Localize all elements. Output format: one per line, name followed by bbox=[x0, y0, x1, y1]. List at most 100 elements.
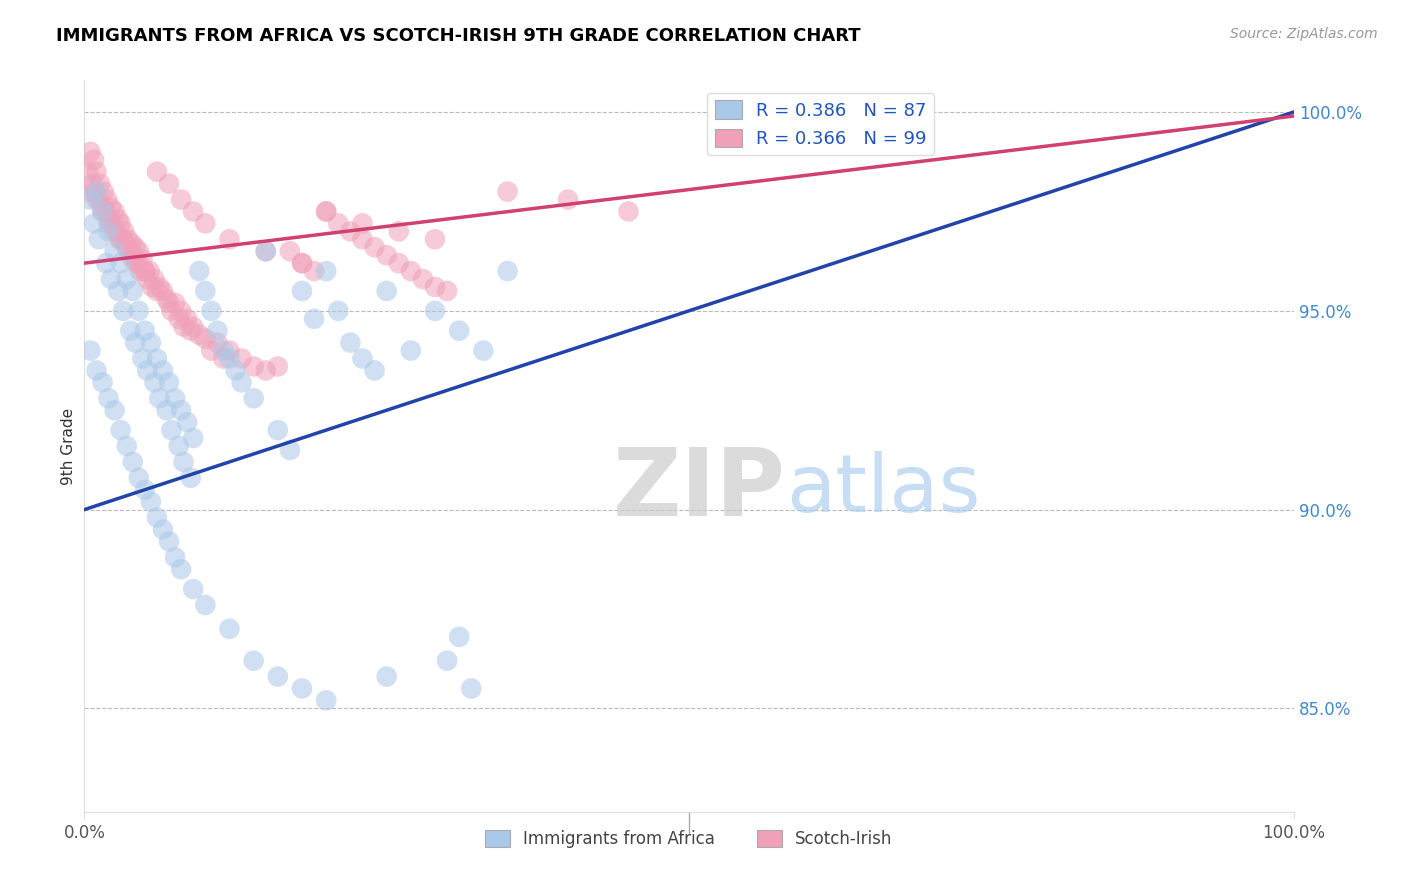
Point bbox=[91, 204, 114, 219]
Point bbox=[83, 216, 105, 230]
Point bbox=[141, 280, 163, 294]
Point bbox=[110, 216, 132, 230]
Point bbox=[100, 201, 122, 215]
Text: atlas: atlas bbox=[786, 450, 980, 529]
Point bbox=[176, 311, 198, 326]
Point bbox=[146, 351, 169, 366]
Point bbox=[128, 303, 150, 318]
Point bbox=[139, 335, 162, 350]
Point bbox=[121, 455, 143, 469]
Point bbox=[254, 363, 277, 377]
Point bbox=[146, 164, 169, 178]
Point bbox=[155, 403, 177, 417]
Point bbox=[167, 311, 190, 326]
Point bbox=[181, 582, 204, 596]
Point bbox=[160, 423, 183, 437]
Point bbox=[124, 335, 146, 350]
Point bbox=[97, 392, 120, 406]
Point bbox=[363, 363, 385, 377]
Point bbox=[170, 562, 193, 576]
Point bbox=[291, 256, 314, 270]
Point bbox=[436, 284, 458, 298]
Point bbox=[101, 216, 124, 230]
Point bbox=[110, 423, 132, 437]
Point bbox=[104, 204, 127, 219]
Point bbox=[352, 216, 374, 230]
Point bbox=[94, 256, 117, 270]
Point bbox=[352, 232, 374, 246]
Point bbox=[315, 264, 337, 278]
Point bbox=[412, 272, 434, 286]
Point bbox=[107, 212, 129, 227]
Point bbox=[231, 351, 253, 366]
Point bbox=[131, 351, 153, 366]
Point bbox=[242, 654, 264, 668]
Point bbox=[91, 376, 114, 390]
Point bbox=[339, 335, 361, 350]
Point bbox=[423, 232, 446, 246]
Point bbox=[79, 145, 101, 159]
Point bbox=[121, 248, 143, 262]
Point bbox=[218, 343, 240, 358]
Point bbox=[194, 216, 217, 230]
Point bbox=[108, 232, 131, 246]
Point bbox=[157, 376, 180, 390]
Point bbox=[339, 224, 361, 238]
Point bbox=[91, 204, 114, 219]
Point bbox=[194, 598, 217, 612]
Point bbox=[207, 335, 229, 350]
Point bbox=[212, 351, 235, 366]
Point bbox=[218, 622, 240, 636]
Y-axis label: 9th Grade: 9th Grade bbox=[60, 408, 76, 484]
Point bbox=[173, 455, 195, 469]
Point bbox=[115, 272, 138, 286]
Point bbox=[148, 392, 170, 406]
Point bbox=[242, 392, 264, 406]
Point bbox=[129, 264, 152, 278]
Point bbox=[79, 193, 101, 207]
Point bbox=[165, 550, 187, 565]
Point bbox=[96, 193, 118, 207]
Point bbox=[146, 510, 169, 524]
Point bbox=[89, 177, 111, 191]
Point bbox=[207, 324, 229, 338]
Point bbox=[87, 193, 110, 207]
Point bbox=[77, 164, 100, 178]
Point bbox=[110, 256, 132, 270]
Text: ZIP: ZIP bbox=[613, 444, 786, 536]
Point bbox=[134, 264, 156, 278]
Point bbox=[157, 177, 180, 191]
Point bbox=[194, 284, 217, 298]
Point bbox=[104, 403, 127, 417]
Point bbox=[79, 343, 101, 358]
Point bbox=[254, 244, 277, 259]
Point bbox=[218, 351, 240, 366]
Point bbox=[121, 236, 143, 251]
Point bbox=[84, 185, 107, 199]
Point bbox=[176, 415, 198, 429]
Point bbox=[97, 212, 120, 227]
Point bbox=[143, 376, 166, 390]
Point bbox=[496, 264, 519, 278]
Point bbox=[134, 483, 156, 497]
Point bbox=[97, 216, 120, 230]
Point bbox=[86, 363, 108, 377]
Point bbox=[181, 319, 204, 334]
Text: IMMIGRANTS FROM AFRICA VS SCOTCH-IRISH 9TH GRADE CORRELATION CHART: IMMIGRANTS FROM AFRICA VS SCOTCH-IRISH 9… bbox=[56, 27, 860, 45]
Point bbox=[291, 284, 314, 298]
Point bbox=[557, 193, 579, 207]
Point bbox=[242, 359, 264, 374]
Point bbox=[188, 327, 211, 342]
Point bbox=[136, 272, 159, 286]
Point bbox=[121, 284, 143, 298]
Point bbox=[375, 284, 398, 298]
Point bbox=[302, 264, 325, 278]
Point bbox=[152, 523, 174, 537]
Point bbox=[218, 232, 240, 246]
Point bbox=[115, 240, 138, 254]
Point bbox=[100, 272, 122, 286]
Point bbox=[267, 669, 290, 683]
Point bbox=[617, 204, 640, 219]
Point bbox=[125, 256, 148, 270]
Point bbox=[86, 193, 108, 207]
